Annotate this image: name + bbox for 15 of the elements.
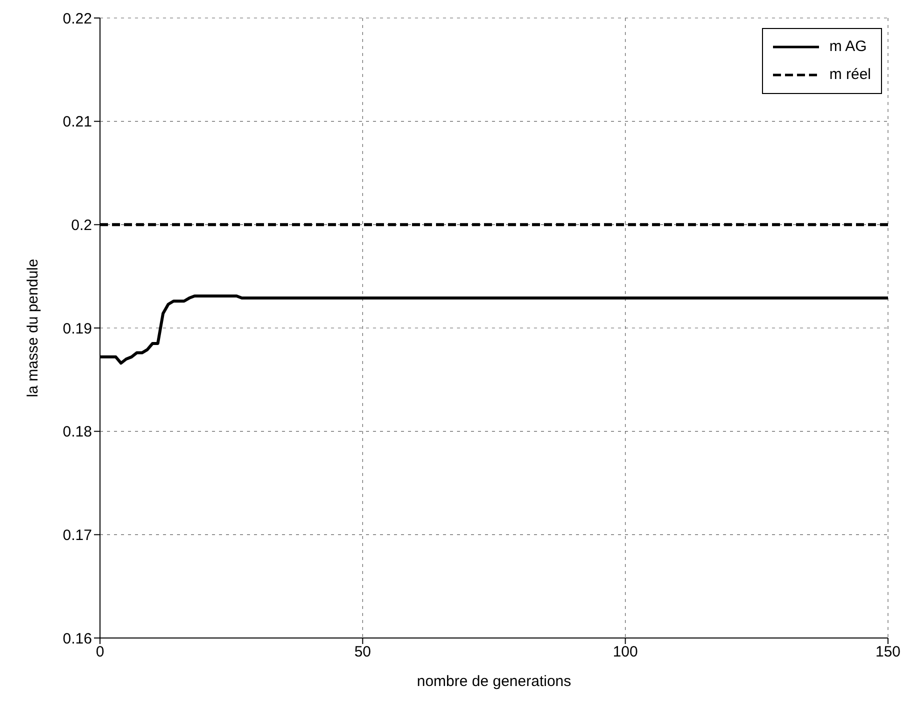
y-tick-label: 0.17: [62, 526, 92, 544]
x-tick-label: 0: [96, 644, 104, 661]
x-tick-label: 50: [354, 644, 372, 661]
y-tick-label: 0.19: [62, 320, 92, 338]
x-tick-label: 100: [612, 644, 638, 661]
legend-label: m réel: [829, 65, 871, 85]
y-axis-title: la masse du pendule: [24, 258, 42, 398]
legend-label: m AG: [829, 37, 867, 57]
y-tick-label: 0.16: [62, 630, 92, 648]
y-tick-label: 0.22: [62, 10, 92, 28]
y-tick-label: 0.18: [62, 424, 92, 441]
x-axis-title: nombre de generations: [416, 673, 572, 690]
y-tick-label: 0.21: [62, 114, 92, 131]
y-tick-label: 0.2: [71, 216, 92, 234]
x-tick-label: 150: [875, 644, 901, 661]
